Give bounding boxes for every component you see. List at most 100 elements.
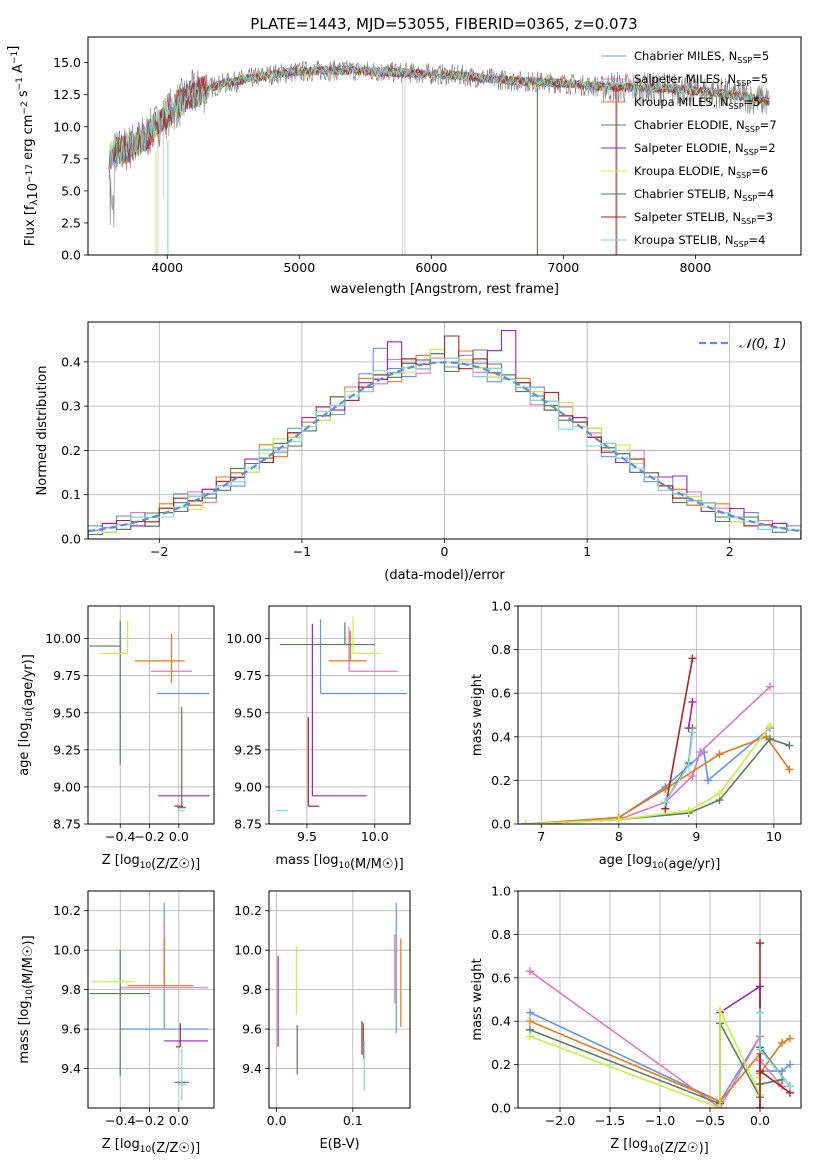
plot-area xyxy=(277,902,402,1091)
y-tick-label: 2.5 xyxy=(61,215,81,230)
legend: Chabrier MILES, NSSP=5 Salpeter MILES, NS… xyxy=(601,49,777,249)
y-axis-label: mass weight xyxy=(470,674,485,756)
panel-mass-vs-ebv: 0.0 0.1 9.4 9.6 9.8 10.0 10.2 E(B-V) xyxy=(234,890,411,1152)
weight-marker xyxy=(614,815,623,824)
panel-age-vs-mass: 9.5 10.0 8.75 9.00 9.25 9.50 9.75 10.00 mass [lo… xyxy=(226,605,411,872)
weight-marker xyxy=(765,734,774,743)
errorbar-salpeter-elodie xyxy=(311,623,367,797)
x-tick-label: −0.5 xyxy=(695,1113,725,1128)
weight-marker xyxy=(526,967,534,976)
legend: 𝒩(0, 1) xyxy=(699,337,786,352)
y-tick-label: 9.4 xyxy=(242,1061,262,1076)
y-tick-label: 0.2 xyxy=(491,1057,511,1072)
x-tick-label: 10 xyxy=(766,829,782,844)
weight-marker xyxy=(684,806,693,815)
x-tick-label: −0.2 xyxy=(134,1113,164,1128)
y-tick-label: 0.0 xyxy=(61,248,81,263)
weight-marker xyxy=(696,748,705,757)
x-tick-label: 0.1 xyxy=(343,1113,363,1128)
y-tick-label: 9.00 xyxy=(53,779,81,794)
x-tick-label: 1 xyxy=(583,544,591,559)
x-tick-label: −1.0 xyxy=(645,1113,675,1128)
errorbar-salpeter-stelib xyxy=(175,1023,181,1048)
weight-marker xyxy=(716,1104,724,1108)
weight-marker xyxy=(786,1082,794,1091)
legend-label-salpeter-elodie: Salpeter ELODIE, NSSP=2 xyxy=(634,141,776,157)
weight-marker xyxy=(688,728,697,737)
x-tick-label: 6000 xyxy=(415,260,447,275)
axes-frame xyxy=(517,605,802,825)
y-tick-label: 9.75 xyxy=(234,668,262,683)
weight-line-kroupa-elodie xyxy=(521,721,774,824)
y-tick-label: 9.25 xyxy=(53,742,81,757)
y-tick-label: 12.5 xyxy=(53,87,81,102)
weight-marker xyxy=(756,1067,764,1076)
plot-area xyxy=(526,939,794,1108)
axes-frame xyxy=(87,890,215,1109)
plot-area xyxy=(89,620,210,812)
x-tick-label: 2 xyxy=(726,544,734,559)
x-tick-label: 0.0 xyxy=(169,829,189,844)
y-tick-label: 0.0 xyxy=(491,817,511,832)
histogram-kroupa-stelib xyxy=(88,357,801,539)
weight-line-kroupa-stelib xyxy=(756,1008,794,1091)
errorbar-salpeter-miles xyxy=(348,626,398,672)
y-axis-label: mass [log10(M/M☉)] xyxy=(17,935,36,1063)
y-tick-label: 9.75 xyxy=(53,668,81,683)
y-tick-label: 9.50 xyxy=(53,705,81,720)
weight-marker xyxy=(715,789,724,798)
weight-line-kroupa-stelib xyxy=(661,728,697,807)
weight-marker xyxy=(688,654,697,663)
weight-marker xyxy=(756,1008,764,1017)
model-line-kroupa-stelib xyxy=(108,65,770,171)
x-tick-label: −0.2 xyxy=(134,829,164,844)
weight-path xyxy=(529,1023,783,1105)
x-tick-label: 7 xyxy=(537,829,545,844)
weight-marker xyxy=(703,776,712,785)
y-tick-label: 15.0 xyxy=(53,55,81,70)
weight-marker xyxy=(526,1032,534,1041)
y-tick-label: 9.4 xyxy=(61,1061,81,1076)
weight-marker xyxy=(526,1017,534,1026)
weight-marker xyxy=(715,750,724,759)
weight-marker xyxy=(785,741,794,750)
x-tick-label: 0.0 xyxy=(169,1113,189,1128)
x-tick-label: 7000 xyxy=(547,260,579,275)
y-tick-label: 10.2 xyxy=(53,903,81,918)
errorbar-chabrier-elodie xyxy=(89,620,121,765)
y-tick-label: 5.0 xyxy=(61,183,81,198)
axes-frame xyxy=(87,605,215,825)
weight-marker xyxy=(786,1060,794,1069)
legend-label-gaussian: 𝒩(0, 1) xyxy=(739,337,786,352)
y-axis-label: age [log10(age/yr)] xyxy=(17,654,36,776)
y-axis-label: mass weight xyxy=(470,958,485,1040)
axes-frame xyxy=(87,36,802,256)
y-tick-label: 0.0 xyxy=(491,1101,511,1116)
x-tick-label: 0.0 xyxy=(267,1113,287,1128)
weight-marker xyxy=(786,1034,794,1043)
weight-marker xyxy=(688,697,697,706)
weight-marker xyxy=(756,1104,764,1108)
y-tick-label: 7.5 xyxy=(61,151,81,166)
errorbar-chabrier-elodie xyxy=(89,950,150,1077)
y-tick-label: 0.3 xyxy=(61,399,81,414)
legend-label-chabrier-stelib: Chabrier STELIB, NSSP=4 xyxy=(634,187,774,203)
figure-title: PLATE=1443, MJD=53055, FIBERID=0365, z=0… xyxy=(250,15,637,33)
plot-area xyxy=(88,330,801,539)
weight-marker xyxy=(526,1008,534,1017)
y-tick-label: 0.1 xyxy=(61,487,81,502)
panel-mass-vs-z: −0.4−0.2 0.0 9.4 9.6 9.8 10.0 10.2 Z [log10(Z/Z… xyxy=(17,890,215,1156)
weight-marker xyxy=(765,721,774,730)
weight-marker xyxy=(765,682,774,691)
y-tick-label: 10.2 xyxy=(234,903,262,918)
x-tick-label: −2 xyxy=(150,544,168,559)
y-tick-label: 10.00 xyxy=(226,631,262,646)
x-axis-label: Z [log10(Z/Z☉)] xyxy=(610,1137,708,1156)
errorbar-kroupa-elodie xyxy=(99,620,129,655)
y-tick-label: 9.8 xyxy=(61,982,81,997)
x-tick-label: −1.5 xyxy=(595,1113,625,1128)
y-axis-label: Flux [fλ10−17 erg cm−2 s−1 A−1] xyxy=(6,46,41,247)
errorbar-chabrier-elodie xyxy=(279,622,375,646)
weight-marker xyxy=(778,1038,786,1047)
